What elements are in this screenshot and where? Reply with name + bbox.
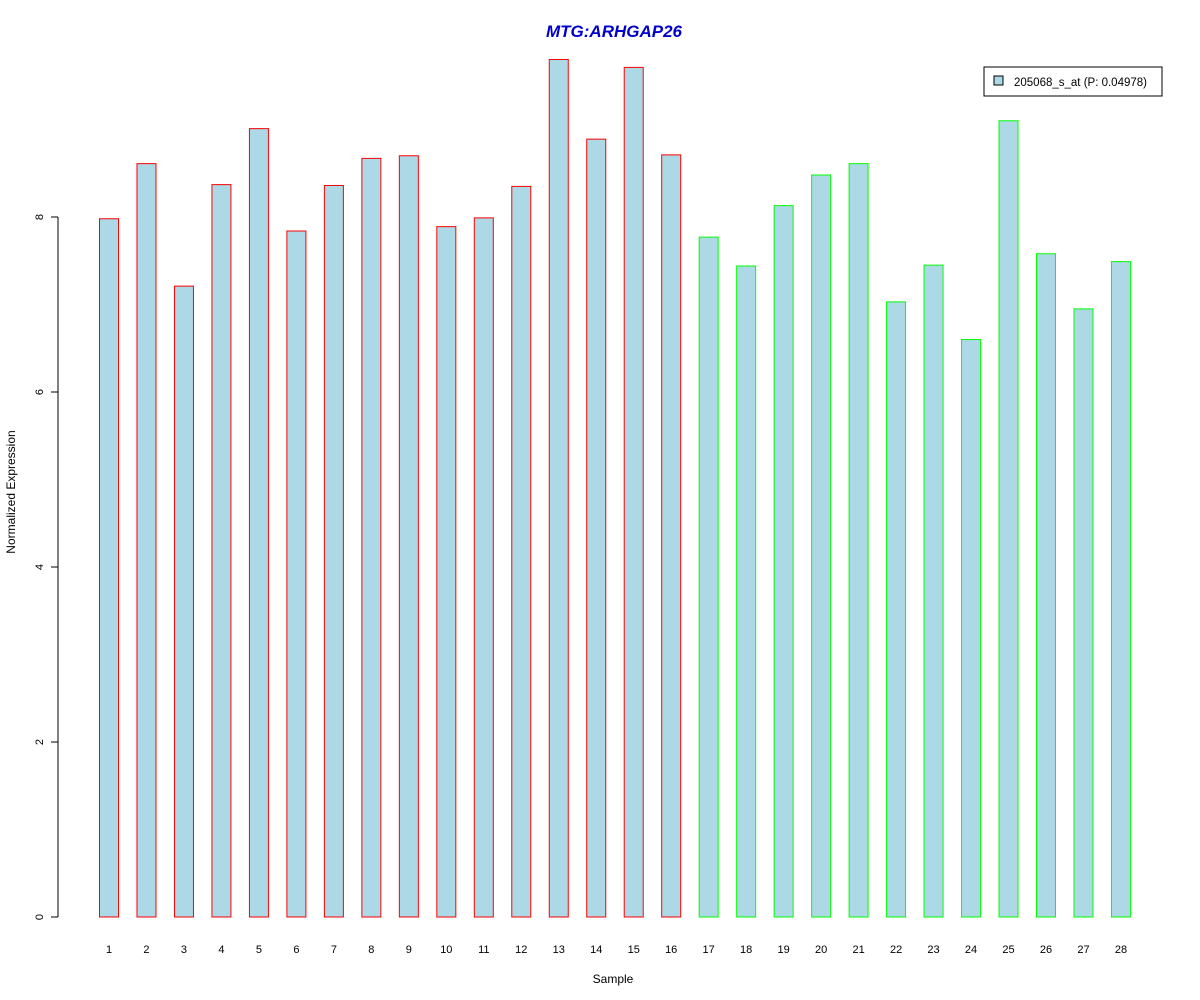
y-tick-label: 4 <box>34 564 46 570</box>
legend-label: 205068_s_at (P: 0.04978) <box>1014 77 1147 89</box>
x-tick-label: 21 <box>852 944 864 956</box>
bar-sample-23 <box>923 264 944 918</box>
bar-sample-18 <box>736 265 757 918</box>
x-tick-label: 18 <box>740 944 752 956</box>
bar-sample-4 <box>211 184 232 918</box>
bar-sample-8 <box>361 157 382 918</box>
x-tick-label: 25 <box>1002 944 1014 956</box>
x-axis-label: Sample <box>593 972 634 986</box>
bar-sample-6 <box>286 230 307 918</box>
x-tick-label: 20 <box>815 944 827 956</box>
y-tick-label: 2 <box>34 739 46 745</box>
x-tick-label: 17 <box>703 944 715 956</box>
x-tick-label: 19 <box>778 944 790 956</box>
bar-sample-7 <box>323 185 344 918</box>
x-tick-label: 26 <box>1040 944 1052 956</box>
x-tick-labels: 1 2 3 4 5 6 7 8 9 10 11 12 13 14 15 16 17 18 19 20 21 22 23 24 2… <box>106 944 1127 956</box>
bar-sample-13 <box>548 59 569 918</box>
x-tick-label: 22 <box>890 944 902 956</box>
bar-sample-10 <box>436 226 457 918</box>
bar-sample-16 <box>661 154 682 918</box>
bar-sample-9 <box>398 155 419 918</box>
x-tick-label: 4 <box>218 944 224 956</box>
x-tick-label: 14 <box>590 944 602 956</box>
x-tick-label: 10 <box>440 944 452 956</box>
bar-sample-14 <box>586 138 607 918</box>
x-tick-label: 12 <box>515 944 527 956</box>
x-tick-label: 11 <box>478 944 489 956</box>
bar-sample-21 <box>848 163 869 918</box>
y-tick-label: 0 <box>34 914 46 920</box>
bar-sample-20 <box>811 174 832 918</box>
x-tick-label: 27 <box>1077 944 1089 956</box>
y-tick-label: 8 <box>34 214 46 220</box>
bar-sample-22 <box>886 301 907 918</box>
x-tick-label: 13 <box>553 944 565 956</box>
y-tick-label: 6 <box>34 389 46 395</box>
legend-box <box>983 66 1163 97</box>
chart-title: MTG:ARHGAP26 <box>546 22 683 41</box>
bar-sample-19 <box>773 205 794 918</box>
bar-sample-27 <box>1073 308 1094 918</box>
x-tick-label: 6 <box>293 944 299 956</box>
legend: 205068_s_at (P: 0.04978) <box>983 66 1163 97</box>
bar-sample-25 <box>998 120 1019 918</box>
bars-group <box>99 59 1131 918</box>
x-tick-label: 2 <box>143 944 149 956</box>
bar-sample-15 <box>623 66 644 918</box>
bar-sample-17 <box>698 236 719 918</box>
y-axis-label: Normalized Expression <box>4 430 18 553</box>
y-axis: 0 2 4 6 8 <box>34 214 59 920</box>
bar-sample-3 <box>173 285 194 918</box>
legend-swatch <box>993 75 1004 86</box>
bar-sample-12 <box>511 185 532 918</box>
x-tick-label: 5 <box>256 944 262 956</box>
bar-sample-28 <box>1110 261 1131 918</box>
x-tick-label: 1 <box>106 944 112 956</box>
x-tick-label: 9 <box>406 944 412 956</box>
x-tick-label: 3 <box>181 944 187 956</box>
bar-sample-5 <box>248 128 269 918</box>
x-tick-label: 15 <box>628 944 640 956</box>
x-tick-label: 28 <box>1115 944 1127 956</box>
x-tick-label: 7 <box>331 944 337 956</box>
bar-sample-11 <box>473 217 494 918</box>
bar-sample-2 <box>136 163 157 918</box>
bar-sample-1 <box>99 218 119 918</box>
bar-sample-26 <box>1036 253 1056 918</box>
x-tick-label: 8 <box>368 944 374 956</box>
x-tick-label: 23 <box>927 944 939 956</box>
bar-sample-24 <box>961 339 982 918</box>
x-tick-label: 24 <box>965 944 977 956</box>
x-tick-label: 16 <box>665 944 677 956</box>
